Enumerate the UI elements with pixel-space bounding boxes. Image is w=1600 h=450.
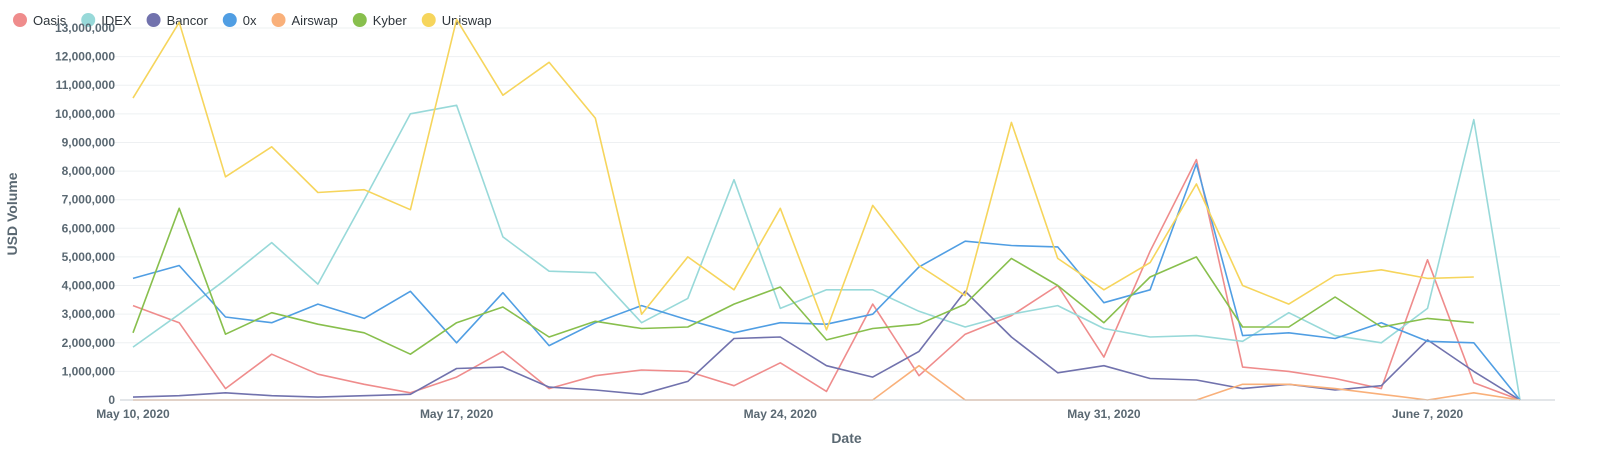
legend: Oasis IDEX Bancor 0x Airswap Kyber Uniswap: [13, 13, 492, 28]
x-axis-ticks: May 10, 2020 May 17, 2020 May 24, 2020 May …: [96, 407, 1463, 421]
series-line-uniswap: [132, 18, 1474, 331]
x-axis-title: Date: [831, 430, 862, 446]
legend-item-bancor[interactable]: Bancor: [146, 13, 209, 28]
y-tick-label: 7,000,000: [62, 193, 116, 207]
legend-label: Uniswap: [442, 13, 492, 28]
legend-label: Oasis: [33, 13, 67, 28]
legend-item-0x[interactable]: 0x: [222, 13, 257, 28]
y-tick-label: 3,000,000: [62, 307, 116, 321]
y-tick-label: 13,000,000: [55, 21, 115, 35]
legend-swatch: [146, 13, 161, 27]
x-tick-label: May 17, 2020: [420, 407, 494, 421]
legend-item-uniswap[interactable]: Uniswap: [421, 13, 492, 28]
y-tick-label: 12,000,000: [55, 50, 115, 64]
gridlines: [113, 27, 1560, 372]
y-tick-label: 11,000,000: [56, 78, 116, 92]
y-tick-label: 4,000,000: [62, 279, 116, 293]
y-tick-label: 10,000,000: [55, 107, 115, 121]
legend-label: 0x: [243, 13, 257, 28]
x-tick-label: June 7, 2020: [1392, 407, 1464, 421]
y-tick-label: 6,000,000: [62, 221, 116, 235]
y-axis-ticks: 0 1,000,000 2,000,000 3,000,000 4,000,000 5,0…: [55, 21, 115, 407]
y-tick-label: 1,000,000: [62, 364, 116, 378]
legend-swatch: [13, 13, 27, 27]
legend-item-oasis[interactable]: Oasis: [13, 13, 67, 28]
legend-swatch: [222, 13, 237, 27]
series-line-airswap: [133, 364, 1521, 401]
legend-label: IDEX: [101, 13, 132, 28]
legend-item-idex[interactable]: IDEX: [81, 13, 132, 28]
x-tick-label: May 31, 2020: [1067, 407, 1141, 421]
series-line-idex: [132, 104, 1521, 401]
x-tick-label: May 10, 2020: [96, 407, 170, 421]
series-line-kyber: [132, 207, 1474, 355]
legend-item-kyber[interactable]: Kyber: [352, 13, 408, 28]
y-tick-label: 2,000,000: [62, 336, 116, 350]
y-tick-label: 8,000,000: [62, 164, 116, 178]
y-tick-label: 9,000,000: [62, 135, 116, 149]
y-axis-title: USD Volume: [4, 172, 20, 255]
y-tick-label: 0: [108, 393, 115, 407]
legend-label: Bancor: [167, 13, 209, 28]
series-line-0x: [132, 163, 1521, 401]
legend-label: Airswap: [292, 13, 338, 28]
y-tick-label: 5,000,000: [62, 250, 116, 264]
series-line-bancor: [132, 290, 1521, 401]
legend-item-airswap[interactable]: Airswap: [271, 13, 338, 28]
x-tick-label: May 24, 2020: [744, 407, 818, 421]
legend-swatch: [81, 13, 96, 27]
legend-swatch: [421, 13, 436, 27]
series-line-oasis: [132, 158, 1521, 401]
legend-label: Kyber: [373, 13, 408, 28]
legend-swatch: [271, 13, 286, 27]
legend-swatch: [352, 13, 367, 27]
